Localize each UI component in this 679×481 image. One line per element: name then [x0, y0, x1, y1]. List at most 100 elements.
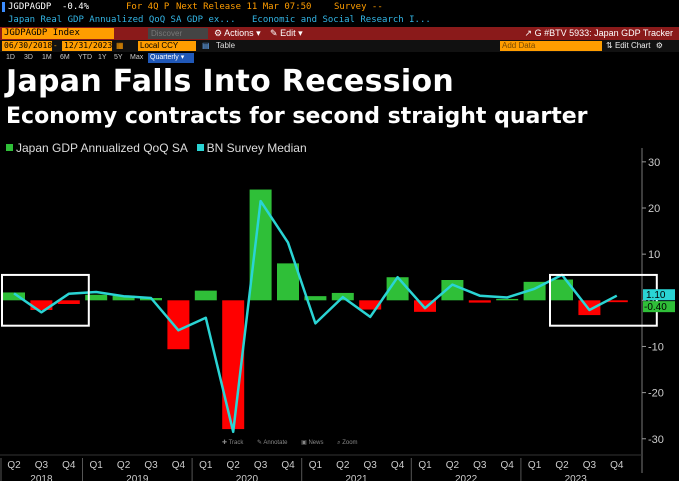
gdp-bar[interactable] — [222, 300, 245, 430]
chevron-down-icon: ▾ — [180, 54, 185, 61]
edit-menu[interactable]: ✎ Edit ▾ — [270, 27, 303, 40]
discover-button[interactable]: Discover — [148, 28, 208, 39]
legend-label-survey: BN Survey Median — [206, 141, 307, 155]
y-tick-label: -20 — [648, 388, 664, 400]
range-max[interactable]: Max — [130, 54, 144, 61]
ticker-symbol[interactable]: JGDPAGDP — [8, 2, 52, 12]
x-tick-label: Q2 — [117, 460, 131, 471]
track-button[interactable]: ✚ Track — [222, 440, 244, 446]
end-date-input[interactable]: 12/31/2023 — [62, 41, 113, 51]
annotate-button[interactable]: ✎ Annotate — [257, 440, 288, 446]
actions-menu[interactable]: ⚙ Actions ▾ — [214, 27, 261, 40]
frequency-label: Quarterly — [150, 54, 179, 61]
x-tick-label: Q2 — [336, 460, 350, 471]
gdp-bar[interactable] — [85, 294, 108, 301]
chart-type-icon[interactable]: ▤ — [202, 41, 210, 50]
x-year-label: 2018 — [30, 474, 53, 481]
y-tick-label: -10 — [648, 341, 664, 353]
command-toolbar: JGDPAGDP Index Discover ⚙ Actions ▾ ✎ Ed… — [0, 27, 679, 40]
last-value-survey: 1.10 — [646, 290, 666, 301]
window-title-text: G #BTV 5933: Japan GDP Tracker — [534, 28, 673, 38]
window-title[interactable]: ↗ G #BTV 5933: Japan GDP Tracker — [525, 27, 673, 40]
x-tick-label: Q3 — [144, 460, 158, 471]
x-year-label: 2019 — [126, 474, 149, 481]
last-value: -0.4% — [62, 2, 90, 12]
gdp-bar[interactable] — [277, 263, 299, 301]
gdp-chart[interactable]: 3020100-10-20-301.10-0.40Q2Q3Q4Q1Q2Q3Q4Q… — [0, 140, 679, 481]
gdp-bar[interactable] — [194, 290, 217, 301]
track-label: Track — [228, 440, 244, 446]
pencil-icon: ✎ — [270, 28, 278, 38]
range-selector: 1D 3D 1M 6M YTD 1Y 5Y Max Quarterly ▾ — [0, 52, 679, 64]
x-tick-label: Q1 — [199, 460, 213, 471]
x-tick-label: Q4 — [281, 460, 295, 471]
wrench-icon: ⇅ — [606, 41, 613, 50]
x-tick-label: Q2 — [555, 460, 569, 471]
x-tick-label: Q4 — [62, 460, 76, 471]
range-5y[interactable]: 5Y — [114, 54, 123, 61]
last-value-gdp: -0.40 — [644, 302, 667, 313]
gdp-bar[interactable] — [578, 300, 601, 316]
legend-swatch-survey — [196, 144, 204, 152]
gdp-bar[interactable] — [167, 300, 190, 350]
frequency-select[interactable]: Quarterly ▾ — [148, 53, 194, 63]
data-source: Economic and Social Research I... — [252, 15, 431, 25]
gear-icon: ⚙ — [214, 28, 223, 38]
zoom-button[interactable]: ⌕ Zoom — [337, 440, 358, 446]
x-year-label: 2023 — [565, 474, 588, 481]
edit-chart-button[interactable]: ⇅ Edit Chart ⚙ — [606, 40, 663, 52]
x-tick-label: Q4 — [501, 460, 515, 471]
y-tick-label: 20 — [648, 203, 660, 215]
add-data-input[interactable]: Add Data — [500, 41, 602, 51]
x-tick-label: Q1 — [528, 460, 542, 471]
date-range-bar: 06/30/2018 - 12/31/2023 ▦ Local CCY ▤ Ta… — [0, 40, 679, 52]
x-tick-label: Q4 — [172, 460, 186, 471]
highlight-box — [549, 273, 658, 327]
security-description: Japan Real GDP Annualized QoQ SA GDP ex.… — [8, 15, 236, 25]
x-tick-label: Q1 — [309, 460, 323, 471]
calendar-icon[interactable]: ▦ — [116, 41, 124, 50]
gdp-bar[interactable] — [496, 298, 519, 301]
edit-chart-label: Edit Chart — [614, 41, 651, 50]
table-button[interactable]: Table — [216, 41, 236, 50]
x-tick-label: Q3 — [254, 460, 268, 471]
legend-label-gdp: Japan GDP Annualized QoQ SA — [16, 141, 188, 155]
legend-item-gdp[interactable]: Japan GDP Annualized QoQ SA — [6, 141, 187, 155]
gdp-bar[interactable] — [414, 300, 436, 312]
range-6m[interactable]: 6M — [60, 54, 70, 61]
gdp-bar[interactable] — [30, 300, 53, 310]
range-1d[interactable]: 1D — [6, 54, 15, 61]
news-button[interactable]: ▣ News — [301, 440, 324, 446]
range-3d[interactable]: 3D — [24, 54, 33, 61]
chart-background — [0, 140, 679, 481]
edit-label: Edit — [280, 28, 296, 38]
gdp-bar[interactable] — [359, 300, 382, 310]
x-tick-label: Q4 — [391, 460, 405, 471]
range-ytd[interactable]: YTD — [78, 54, 92, 61]
legend-item-survey[interactable]: BN Survey Median — [196, 141, 307, 155]
gdp-bar[interactable] — [249, 189, 272, 301]
x-tick-label: Q2 — [446, 460, 460, 471]
security-status-bar: JGDPAGDP -0.4% For 4Q P Next Release 11 … — [0, 0, 679, 14]
range-1y[interactable]: 1Y — [98, 54, 107, 61]
index-field[interactable]: JGDPAGDP Index — [2, 28, 114, 39]
gdp-bar[interactable] — [304, 296, 327, 301]
news-label: News — [308, 440, 324, 446]
gdp-bar[interactable] — [57, 300, 80, 304]
discover-label: Discover — [151, 29, 183, 38]
gdp-bar[interactable] — [468, 300, 491, 303]
chevron-down-icon: ▾ — [298, 28, 303, 38]
x-tick-label: Q3 — [35, 460, 49, 471]
gdp-bar[interactable] — [551, 279, 573, 301]
gdp-bar[interactable] — [112, 295, 135, 301]
gdp-bar[interactable] — [605, 300, 628, 303]
currency-select[interactable]: Local CCY — [138, 41, 196, 51]
x-tick-label: Q4 — [610, 460, 624, 471]
zoom-label: Zoom — [342, 440, 358, 446]
range-1m[interactable]: 1M — [42, 54, 52, 61]
gdp-bar[interactable] — [3, 292, 25, 301]
x-tick-label: Q3 — [473, 460, 487, 471]
start-date-input[interactable]: 06/30/2018 — [2, 41, 53, 51]
x-tick-label: Q3 — [364, 460, 378, 471]
gdp-bar[interactable] — [441, 280, 464, 301]
